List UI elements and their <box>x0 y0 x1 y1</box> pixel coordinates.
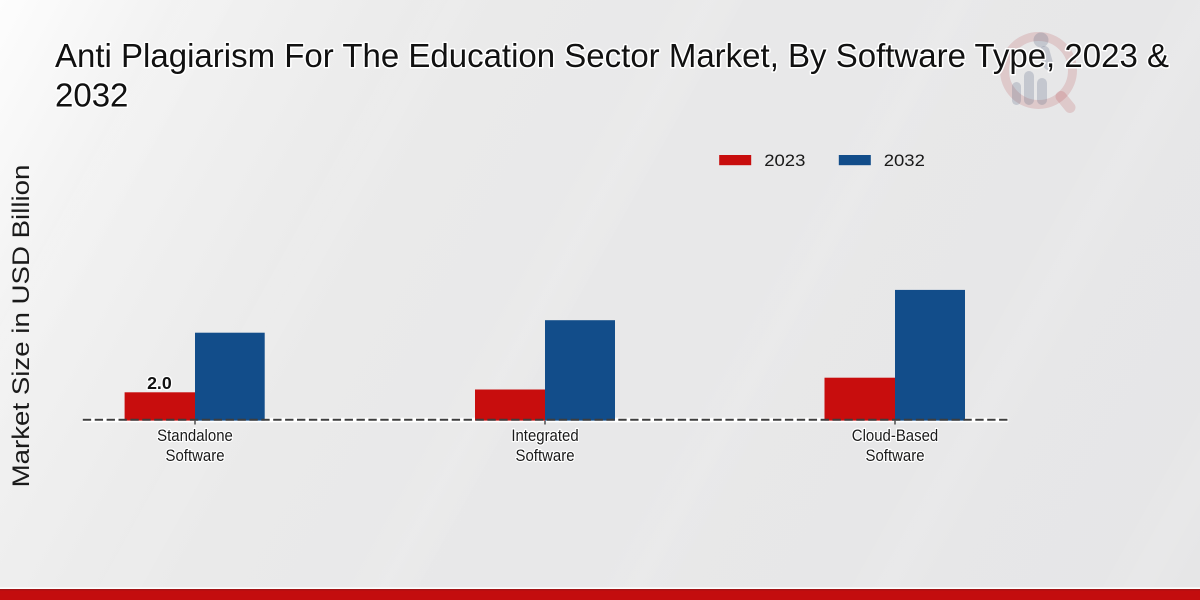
svg-text:2.0: 2.0 <box>147 373 172 393</box>
svg-text:Anti Plagiarism For The Educat: Anti Plagiarism For The Education Sector… <box>55 37 1169 74</box>
svg-text:Standalone: Standalone <box>157 427 233 445</box>
svg-text:Cloud-Based: Cloud-Based <box>852 427 938 445</box>
svg-text:2032: 2032 <box>55 77 128 114</box>
svg-text:2032: 2032 <box>884 151 925 170</box>
svg-text:Software: Software <box>166 447 225 465</box>
svg-text:Market Size in USD Billion: Market Size in USD Billion <box>9 165 35 488</box>
svg-text:Integrated: Integrated <box>511 427 578 445</box>
svg-text:Software: Software <box>516 447 575 465</box>
svg-text:Software: Software <box>866 447 925 465</box>
svg-text:2023: 2023 <box>764 151 805 170</box>
